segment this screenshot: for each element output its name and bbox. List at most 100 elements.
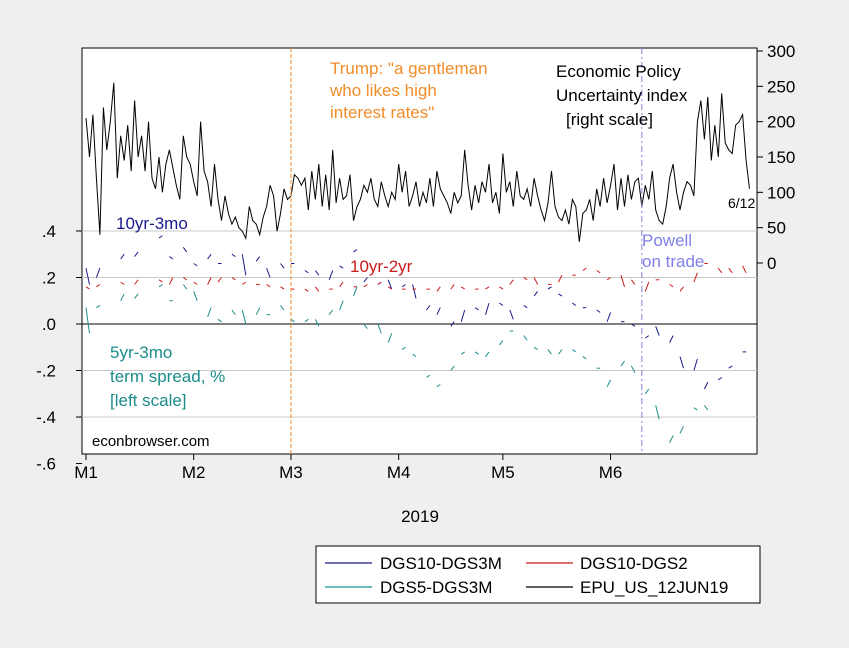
series-dgs10-dgs3m [645,335,650,339]
x-tick-label: M5 [491,463,515,482]
series-dgs10-dgs2 [363,284,368,288]
series-dgs10-dgs3m [95,268,101,278]
powell-annotation-line-2: on trade [642,252,704,271]
series-dgs10-dgs3m [280,263,285,269]
legend-label-dgs10-2: DGS10-DGS2 [580,554,688,573]
series-dgs10-dgs2 [644,281,650,292]
series-dgs10-dgs2 [183,277,187,281]
series-dgs10-dgs2 [436,286,441,292]
series-dgs10-dgs2 [377,281,382,285]
spread-5-3-label-line-2: term spread, % [110,367,225,386]
left-tick-label: .2 [42,268,56,287]
series-dgs10-dgs3m [231,253,236,258]
right-tick-label: 250 [767,77,795,96]
series-dgs10-dgs3m [134,251,139,257]
series-dgs10-dgs3m [693,358,698,371]
series-dgs10-dgs2 [596,270,601,274]
series-dgs5-dgs3m [669,435,674,443]
series-dgs10-dgs2 [134,279,139,285]
series-dgs10-dgs3m [387,279,393,290]
series-dgs5-dgs3m [679,426,684,434]
series-dgs5-dgs3m [120,293,125,301]
series-dgs5-dgs3m [387,333,393,343]
series-dgs5-dgs3m [217,318,222,323]
series-dgs5-dgs3m [630,365,636,374]
series-dgs10-dgs3m [509,309,514,320]
series-dgs5-dgs3m [499,339,504,346]
series-dgs10-dgs2 [304,288,309,292]
series-dgs10-dgs3m [474,307,479,311]
x-axis-label: 2019 [401,507,439,526]
series-dgs10-dgs2 [523,277,528,281]
series-dgs10-dgs2 [582,267,587,271]
right-tick-label: 150 [767,148,795,167]
x-tick-label: M2 [182,463,206,482]
series-dgs5-dgs3m [207,307,212,318]
series-dgs10-dgs3m [572,302,577,306]
series-dgs10-dgs2 [193,281,198,285]
series-dgs10-dgs3m [255,256,261,262]
last-date-label: 6/12 [728,195,755,211]
series-dgs10-dgs2 [533,277,539,285]
series-dgs10-dgs3m [728,365,733,369]
series-dgs10-dgs3m [523,304,528,309]
left-tick-label: .0 [42,315,56,334]
series-layer [85,82,750,443]
series-dgs10-dgs3m [207,253,212,260]
series-dgs10-dgs3m [596,309,601,313]
series-dgs10-dgs3m [363,277,368,283]
series-dgs5-dgs3m [231,309,236,315]
series-dgs10-dgs3m [669,335,674,343]
series-dgs10-dgs2 [558,274,563,283]
series-dgs10-dgs3m [328,270,334,280]
series-dgs10-dgs2 [266,284,271,288]
event-lines [290,48,643,454]
spread-10-2-label: 10yr-2yr [350,257,413,276]
series-dgs5-dgs3m [620,360,625,367]
series-dgs10-dgs3m [450,321,455,327]
series-dgs10-dgs3m [606,312,612,322]
series-dgs10-dgs2 [630,279,636,285]
series-dgs10-dgs3m [85,268,90,285]
series-dgs10-dgs3m [120,253,125,260]
right-tick-label: 200 [767,113,795,132]
series-dgs10-dgs2 [450,284,455,290]
series-dgs5-dgs3m [606,379,612,388]
series-dgs5-dgs3m [533,346,538,351]
series-dgs5-dgs3m [401,346,406,351]
series-dgs5-dgs3m [255,307,261,315]
series-epu [85,82,750,242]
series-dgs5-dgs3m [134,293,139,299]
series-dgs10-dgs2 [693,272,698,283]
legend: DGS10-DGS3M DGS10-DGS2 DGS5-DGS3M EPU_US… [315,545,761,604]
series-dgs10-dgs3m [241,254,247,276]
series-dgs5-dgs3m [426,374,431,378]
series-dgs5-dgs3m [85,307,90,334]
series-dgs10-dgs3m [460,309,466,322]
series-dgs10-dgs2 [96,284,101,288]
legend-label-epu: EPU_US_12JUN19 [580,578,728,597]
series-dgs10-dgs3m [304,270,309,274]
series-dgs5-dgs3m [314,319,320,327]
series-dgs10-dgs3m [426,305,431,311]
trump-annotation-line-1: Trump: "a gentleman [330,59,488,78]
series-dgs10-dgs2 [168,277,174,285]
series-dgs5-dgs3m [328,309,334,315]
left-tick-label: .4 [42,222,56,241]
right-tick-label: 300 [767,42,795,61]
right-tick-label: 0 [767,254,776,273]
series-dgs5-dgs3m [290,318,295,323]
series-dgs10-dgs2 [728,267,733,274]
series-dgs10-dgs3m [718,377,722,381]
legend-label-dgs10-3m: DGS10-DGS3M [380,554,502,573]
series-dgs5-dgs3m [523,335,528,341]
series-dgs10-dgs3m [266,268,271,278]
left-tick-label: -.6 [36,455,56,474]
series-dgs10-dgs2 [85,286,90,290]
series-dgs10-dgs3m [485,302,490,315]
series-dgs5-dgs3m [353,286,358,297]
series-dgs10-dgs2 [280,286,285,290]
series-dgs5-dgs3m [460,351,465,355]
epu-annotation-line-3: [right scale] [566,110,653,129]
